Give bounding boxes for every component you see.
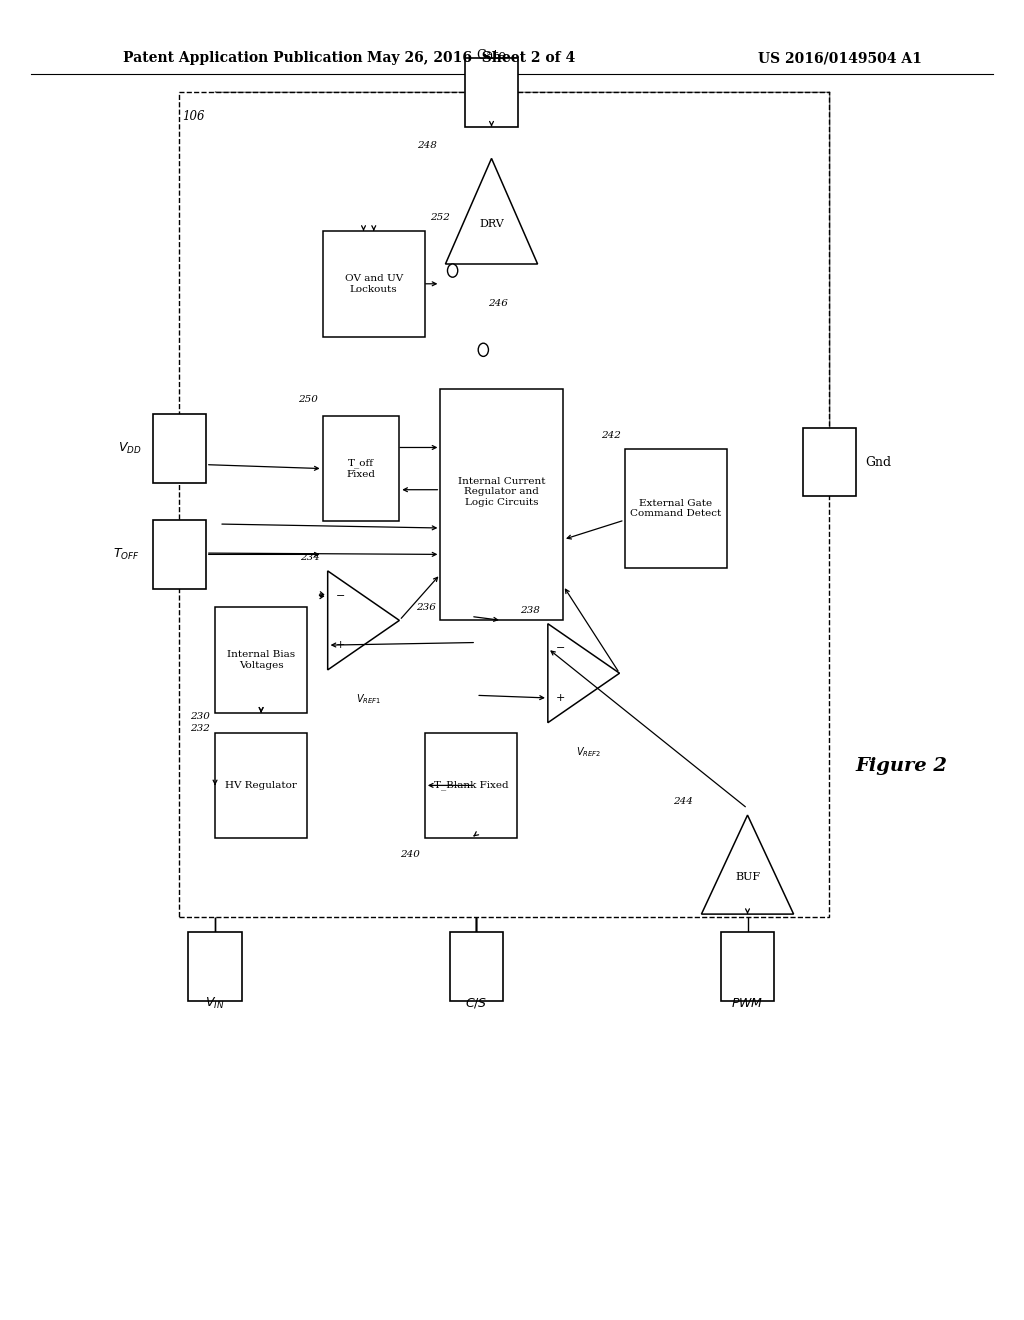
Text: +: +: [336, 640, 345, 651]
Text: 106: 106: [182, 110, 205, 123]
Text: Figure 2: Figure 2: [855, 756, 947, 775]
Text: Internal Current
Regulator and
Logic Circuits: Internal Current Regulator and Logic Cir…: [458, 477, 546, 507]
Text: 240: 240: [400, 850, 420, 858]
Text: HV Regulator: HV Regulator: [225, 781, 297, 789]
Text: 246: 246: [488, 300, 508, 308]
Text: 244: 244: [674, 797, 693, 807]
Bar: [440, 389, 563, 620]
Bar: [188, 932, 242, 1001]
Text: Internal Bias
Voltages: Internal Bias Voltages: [227, 651, 295, 669]
Text: 250: 250: [298, 396, 317, 404]
Polygon shape: [701, 816, 794, 913]
Bar: [425, 733, 517, 838]
Bar: [721, 932, 774, 1001]
Text: External Gate
Command Detect: External Gate Command Detect: [630, 499, 722, 517]
Text: 232: 232: [190, 725, 210, 733]
Text: 252: 252: [430, 214, 450, 222]
Text: $V_{REF2}$: $V_{REF2}$: [577, 744, 601, 759]
Text: $PWM$: $PWM$: [731, 997, 764, 1010]
Text: Patent Application Publication: Patent Application Publication: [123, 51, 362, 65]
Bar: [215, 607, 307, 713]
Text: 238: 238: [520, 606, 540, 615]
Text: BUF: BUF: [735, 873, 760, 882]
Bar: [215, 733, 307, 838]
Text: −: −: [556, 643, 565, 653]
Bar: [465, 58, 518, 127]
Text: May 26, 2016  Sheet 2 of 4: May 26, 2016 Sheet 2 of 4: [367, 51, 575, 65]
Circle shape: [478, 343, 488, 356]
Text: Gate: Gate: [476, 49, 507, 62]
Bar: [625, 449, 727, 568]
Text: $T_{OFF}$: $T_{OFF}$: [113, 546, 139, 562]
Text: US 2016/0149504 A1: US 2016/0149504 A1: [758, 51, 922, 65]
Bar: [179, 92, 829, 917]
Text: $V_{DD}$: $V_{DD}$: [118, 441, 142, 457]
Text: OV and UV
Lockouts: OV and UV Lockouts: [345, 275, 402, 293]
Text: $C/S$: $C/S$: [465, 997, 487, 1010]
Text: T_off
Fixed: T_off Fixed: [346, 458, 376, 479]
Text: $V_{IN}$: $V_{IN}$: [206, 995, 224, 1011]
Text: 248: 248: [418, 141, 437, 149]
Bar: [153, 520, 206, 589]
Text: DRV: DRV: [479, 219, 504, 230]
Text: Gnd: Gnd: [865, 455, 892, 469]
Text: 234: 234: [300, 553, 319, 562]
Bar: [323, 231, 425, 337]
Text: 242: 242: [601, 432, 621, 440]
Text: $V_{REF1}$: $V_{REF1}$: [356, 692, 381, 706]
Polygon shape: [548, 624, 620, 722]
Bar: [450, 932, 503, 1001]
Text: +: +: [556, 693, 565, 704]
Polygon shape: [328, 570, 399, 671]
Bar: [803, 428, 856, 496]
Text: 230: 230: [190, 713, 210, 721]
Bar: [153, 414, 206, 483]
Bar: [323, 416, 399, 521]
Text: T_Blank Fixed: T_Blank Fixed: [434, 780, 508, 791]
Polygon shape: [445, 158, 538, 264]
Text: 236: 236: [417, 603, 436, 611]
Text: −: −: [336, 590, 345, 601]
Circle shape: [447, 264, 458, 277]
